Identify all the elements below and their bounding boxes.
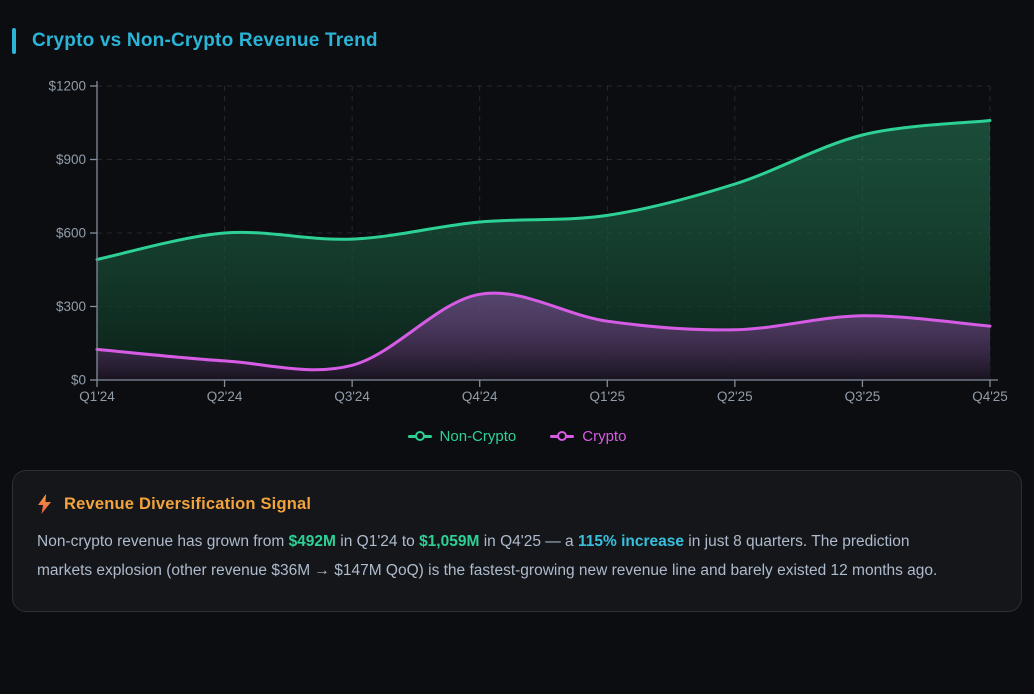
page-title: Crypto vs Non-Crypto Revenue Trend xyxy=(32,30,378,51)
non-crypto-line-marker-icon xyxy=(407,430,432,442)
svg-text:$0: $0 xyxy=(71,373,86,388)
svg-text:$1200: $1200 xyxy=(48,79,86,94)
svg-text:Q3'25: Q3'25 xyxy=(845,389,881,404)
svg-text:$600: $600 xyxy=(56,226,86,241)
area-chart-canvas[interactable]: $0 $300 $600 $900 $1200 Q1'24 Q2'24 Q3'24 Q4'24 Q… xyxy=(0,68,1034,414)
legend-item-crypto[interactable]: Crypto xyxy=(550,428,626,445)
svg-text:Q1'25: Q1'25 xyxy=(589,389,625,404)
legend-item-non-crypto[interactable]: Non-Crypto xyxy=(407,427,517,445)
title-accent-bar xyxy=(12,28,16,54)
chart-series-lines xyxy=(95,119,992,372)
highlight-green: $492M xyxy=(288,533,336,550)
svg-text:$300: $300 xyxy=(56,299,86,314)
insight-text: Non-crypto revenue has grown from $492M … xyxy=(37,527,955,585)
legend-label-crypto: Crypto xyxy=(582,427,627,445)
svg-text:Q2'25: Q2'25 xyxy=(717,389,753,404)
crypto-line-marker-icon xyxy=(550,430,575,442)
chart-axes xyxy=(90,81,998,387)
body-text: in just 8 quarters. The prediction marke… xyxy=(37,533,938,579)
highlight-green: $1,059M xyxy=(419,533,480,550)
chart-legend: Non-Crypto Crypto xyxy=(0,424,1034,448)
chart-axis-labels: $0 $300 $600 $900 $1200 Q1'24 Q2'24 Q3'24 Q4'24 Q… xyxy=(48,79,1007,405)
body-text: Non-crypto revenue has grown from xyxy=(37,533,289,550)
insight-title: Revenue Diversification Signal xyxy=(64,494,312,513)
insight-header: Revenue Diversification Signal xyxy=(37,494,993,514)
svg-text:Q4'24: Q4'24 xyxy=(462,389,498,404)
revenue-trend-chart: $0 $300 $600 $900 $1200 Q1'24 Q2'24 Q3'24 Q4'24 Q… xyxy=(0,68,1034,414)
insight-card: Revenue Diversification Signal Non-crypt… xyxy=(12,470,1022,612)
body-text: in Q1'24 to xyxy=(335,533,420,550)
page: Crypto vs Non-Crypto Revenue Trend $0 $30… xyxy=(0,28,1034,612)
chart-area-fills xyxy=(97,120,990,380)
legend-label-non-crypto: Non-Crypto xyxy=(439,427,517,445)
lightning-icon xyxy=(38,494,51,514)
highlight-cyan: 115% increase xyxy=(577,533,684,550)
chart-header: Crypto vs Non-Crypto Revenue Trend xyxy=(12,28,1022,54)
svg-text:Q4'25: Q4'25 xyxy=(972,389,1008,404)
svg-text:Q3'24: Q3'24 xyxy=(334,389,370,404)
svg-text:Q2'24: Q2'24 xyxy=(207,389,243,404)
body-text: in Q4'25 — a xyxy=(479,533,578,550)
svg-text:$900: $900 xyxy=(56,152,86,167)
svg-text:Q1'24: Q1'24 xyxy=(79,389,115,404)
